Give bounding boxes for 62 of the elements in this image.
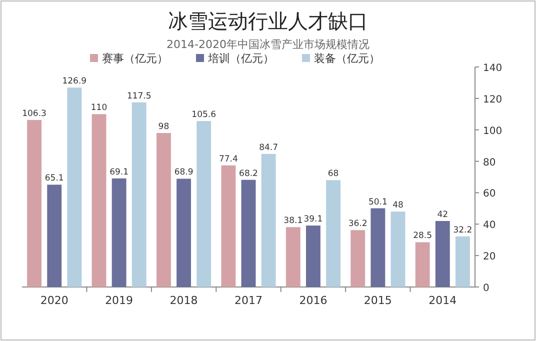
y-tick-label: 80 [483,157,496,168]
data-label: 50.1 [368,197,388,208]
bar [435,221,450,287]
bar [241,180,256,287]
x-tick-label: 2016 [299,294,328,307]
bar [92,114,106,287]
chart-subtitle: 2014-2020年中国冰雪产业市场规模情况 [166,38,370,51]
bar [306,226,320,287]
bar [415,242,430,287]
data-label: 39.1 [304,214,323,225]
bar [112,178,126,287]
data-label: 98 [158,122,170,132]
bar [455,236,470,287]
chart-title: 冰雪运动行业人才缺口 [168,9,368,33]
bar [370,208,386,287]
x-tick-label: 2020 [40,294,68,307]
x-tick-label: 2018 [170,294,198,307]
bar [67,88,82,287]
legend-label: 装备（亿元） [314,52,380,65]
bar [176,178,192,287]
x-tick-label: 2015 [364,294,392,307]
data-label: 38.1 [284,216,303,226]
data-label: 68.9 [174,168,194,178]
bar [27,120,42,287]
y-tick-label: 60 [483,188,496,200]
data-label: 68 [328,169,339,180]
data-label: 126.9 [62,76,87,87]
legend-label: 培训（亿元） [207,52,274,65]
data-label: 105.6 [192,110,216,120]
data-label: 68.2 [239,168,258,179]
data-label: 69.1 [110,167,129,178]
y-tick-label: 120 [483,94,502,106]
bar [350,230,366,287]
bar [156,133,171,287]
bar [261,154,276,287]
data-label: 42 [437,210,448,220]
x-tick-label: 2017 [234,294,262,307]
data-label: 77.4 [218,154,238,164]
bar [47,184,62,287]
legend-label: 赛事（亿元） [102,52,168,65]
data-label: 110 [90,103,108,114]
y-tick-label: 140 [483,63,502,74]
bar [326,180,340,287]
x-tick-label: 2014 [428,294,457,307]
bar [132,102,146,287]
data-label: 106.3 [22,108,46,119]
data-label: 36.2 [348,219,368,230]
x-tick-label: 2019 [105,294,134,307]
y-tick-label: 0 [483,283,490,294]
y-tick-label: 40 [483,220,496,232]
data-label: 28.5 [413,231,432,242]
y-tick-label: 20 [483,252,496,263]
bar [196,121,212,287]
bar [286,227,300,287]
data-label: 48 [392,200,404,211]
bar [221,165,236,287]
bar [390,212,406,287]
data-label: 117.5 [126,91,152,102]
data-label: 65.1 [44,174,64,184]
y-tick-label: 100 [483,126,502,137]
data-label: 84.7 [259,142,278,153]
data-label: 32.2 [453,225,472,236]
